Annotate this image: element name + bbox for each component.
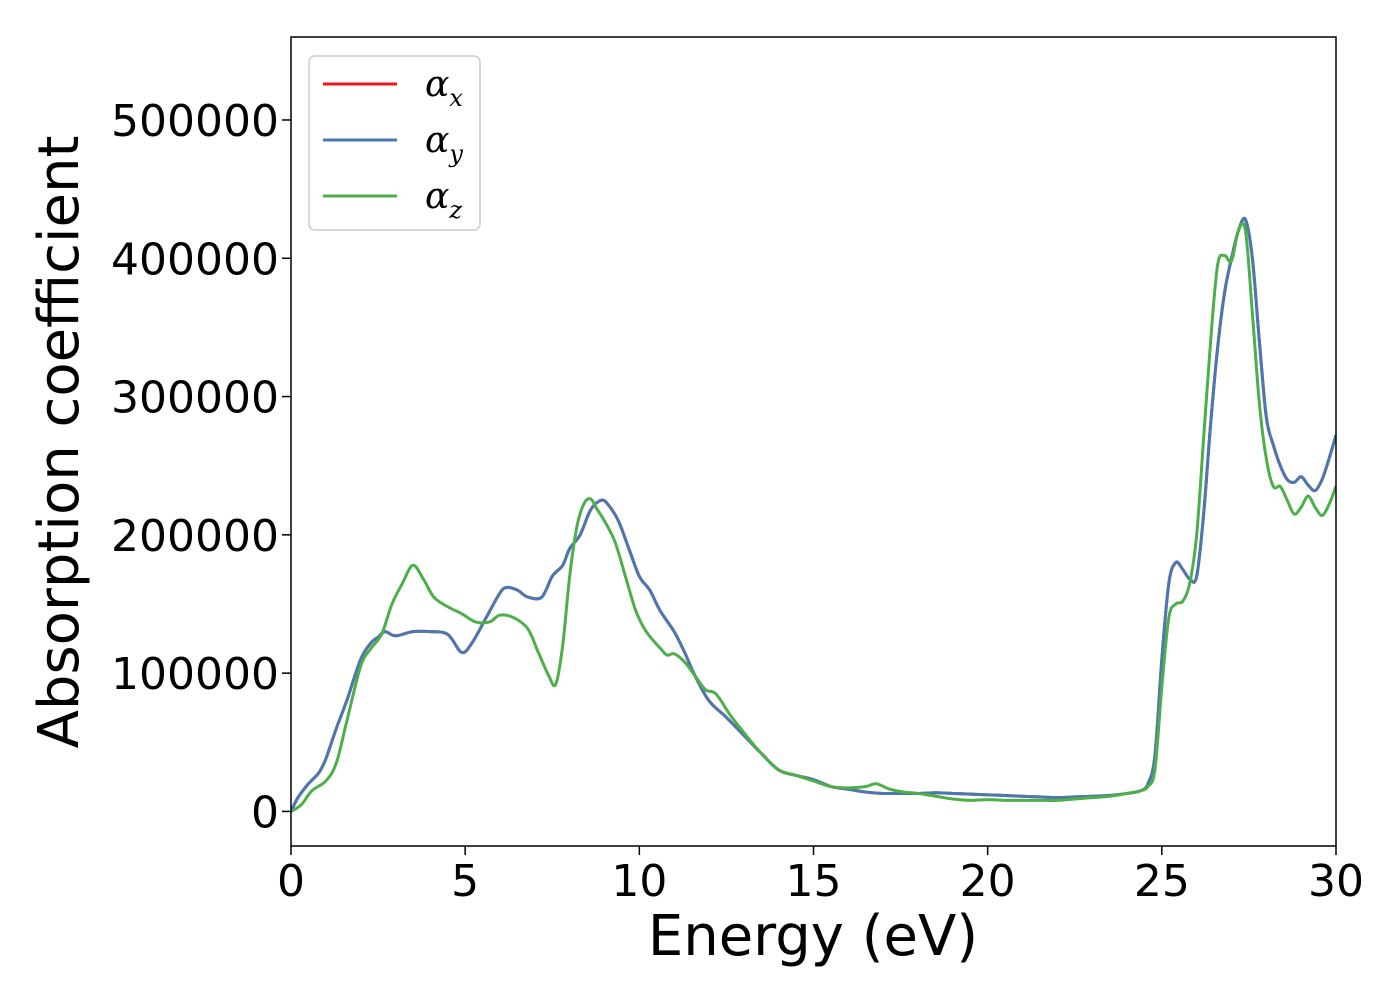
y-tick-label: 500000 [111,96,279,147]
legend-symbol: α [425,64,449,105]
x-axis-ticks: 0 5 10 15 20 25 30 [277,846,1364,907]
legend-symbol: α [425,120,449,161]
x-tick-label: 20 [960,856,1016,907]
legend-subscript: y [448,140,463,168]
y-tick-label: 0 [251,787,279,838]
x-tick-label: 30 [1308,856,1364,907]
series-layer [291,216,1336,813]
x-tick-label: 5 [451,856,479,907]
legend-label-z: αz [425,176,462,224]
x-tick-label: 0 [277,856,305,907]
y-tick-label: 300000 [111,373,279,424]
y-tick-label: 100000 [111,649,279,700]
x-tick-label: 15 [786,856,842,907]
legend-label-x: αx [425,64,463,112]
y-tick-label: 200000 [111,511,279,562]
x-axis-label: Energy (eV) [648,904,978,969]
legend-subscript: x [449,84,463,112]
y-tick-label: 400000 [111,234,279,285]
x-tick-label: 25 [1134,856,1190,907]
legend-symbol: α [425,176,449,217]
x-tick-label: 10 [611,856,667,907]
y-axis-ticks: 0 100000 200000 300000 400000 500000 [111,96,291,838]
legend-box [308,55,481,231]
y-axis-label: Absorption coefficient [27,136,92,749]
series-line-y [291,216,1336,813]
legend-label-y: αy [425,120,463,168]
series-line-z [291,221,1336,813]
legend-subscript: z [448,196,462,224]
series-line-x [291,216,1336,813]
